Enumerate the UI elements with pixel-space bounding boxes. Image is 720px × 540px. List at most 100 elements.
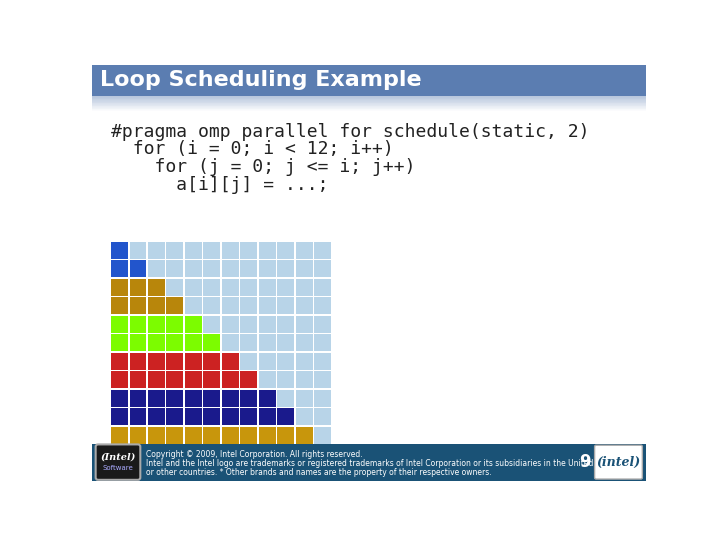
Bar xyxy=(277,316,294,333)
Bar xyxy=(204,242,220,259)
Bar xyxy=(166,279,184,296)
Bar xyxy=(296,445,312,462)
Bar xyxy=(259,260,276,278)
Bar xyxy=(166,372,184,388)
Bar xyxy=(111,334,128,351)
Bar xyxy=(277,353,294,370)
Bar xyxy=(148,390,165,407)
Bar xyxy=(92,100,647,101)
Text: Software: Software xyxy=(103,465,133,471)
Bar xyxy=(92,444,647,481)
Bar xyxy=(166,408,184,425)
Bar xyxy=(185,427,202,444)
Bar xyxy=(296,390,312,407)
Bar xyxy=(204,353,220,370)
Bar xyxy=(259,427,276,444)
Bar xyxy=(185,298,202,314)
Bar xyxy=(240,390,257,407)
Bar xyxy=(259,408,276,425)
Bar xyxy=(315,427,331,444)
Bar xyxy=(185,372,202,388)
Bar xyxy=(185,390,202,407)
Bar xyxy=(240,298,257,314)
Bar xyxy=(296,242,312,259)
Bar xyxy=(222,390,239,407)
Bar xyxy=(92,108,647,109)
Bar xyxy=(222,334,239,351)
Bar xyxy=(240,316,257,333)
Bar xyxy=(92,103,647,104)
Bar xyxy=(296,298,312,314)
Bar xyxy=(92,101,647,102)
Bar xyxy=(185,316,202,333)
Text: for (i = 0; i < 12; i++): for (i = 0; i < 12; i++) xyxy=(111,140,394,158)
Bar xyxy=(92,102,647,103)
Bar xyxy=(130,260,146,278)
Bar xyxy=(222,279,239,296)
Bar xyxy=(277,372,294,388)
Bar xyxy=(130,427,146,444)
Bar xyxy=(185,260,202,278)
Bar xyxy=(148,427,165,444)
Bar xyxy=(315,242,331,259)
Bar xyxy=(277,242,294,259)
Bar xyxy=(204,427,220,444)
Bar xyxy=(166,390,184,407)
Bar xyxy=(296,427,312,444)
Bar xyxy=(204,279,220,296)
Bar xyxy=(148,316,165,333)
Bar xyxy=(204,408,220,425)
Bar xyxy=(148,372,165,388)
Bar xyxy=(240,334,257,351)
Bar xyxy=(277,260,294,278)
Bar xyxy=(259,334,276,351)
Bar xyxy=(315,353,331,370)
Bar xyxy=(130,242,146,259)
Bar xyxy=(277,298,294,314)
Bar xyxy=(92,105,647,106)
Bar xyxy=(92,106,647,107)
Bar xyxy=(111,445,128,462)
Bar xyxy=(222,353,239,370)
Bar xyxy=(204,334,220,351)
Bar xyxy=(111,242,128,259)
Bar xyxy=(296,260,312,278)
Bar xyxy=(240,353,257,370)
Bar xyxy=(148,445,165,462)
Bar xyxy=(148,242,165,259)
Bar xyxy=(204,390,220,407)
Bar xyxy=(185,334,202,351)
Bar xyxy=(111,279,128,296)
Bar xyxy=(259,316,276,333)
Bar xyxy=(130,372,146,388)
Bar xyxy=(259,353,276,370)
Bar xyxy=(222,445,239,462)
Text: 9: 9 xyxy=(579,453,590,471)
Bar xyxy=(92,110,647,111)
Text: Intel and the Intel logo are trademarks or registered trademarks of Intel Corpor: Intel and the Intel logo are trademarks … xyxy=(145,459,620,468)
Bar xyxy=(259,242,276,259)
Bar xyxy=(315,260,331,278)
Bar xyxy=(92,99,647,100)
Bar xyxy=(296,408,312,425)
Bar xyxy=(166,298,184,314)
Bar xyxy=(148,353,165,370)
Bar xyxy=(92,109,647,110)
Text: (Intel): (Intel) xyxy=(100,452,135,461)
Bar xyxy=(222,260,239,278)
Bar xyxy=(222,298,239,314)
Bar xyxy=(240,427,257,444)
Bar xyxy=(111,390,128,407)
Text: #pragma omp parallel for schedule(static, 2): #pragma omp parallel for schedule(static… xyxy=(111,123,590,140)
Bar xyxy=(111,316,128,333)
Bar xyxy=(166,353,184,370)
Bar xyxy=(240,242,257,259)
Bar xyxy=(259,390,276,407)
Bar xyxy=(222,372,239,388)
Bar xyxy=(185,279,202,296)
Bar xyxy=(92,107,647,108)
Bar xyxy=(111,260,128,278)
Bar xyxy=(166,260,184,278)
Bar xyxy=(315,279,331,296)
Bar xyxy=(166,445,184,462)
